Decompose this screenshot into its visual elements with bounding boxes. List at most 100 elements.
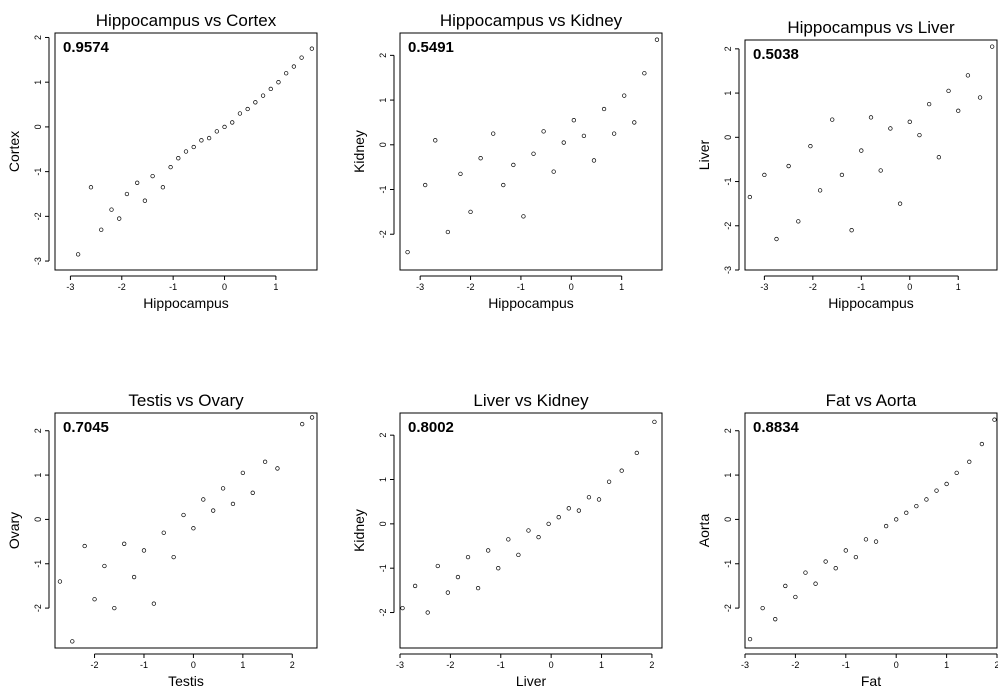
data-point (601, 106, 607, 112)
data-point (245, 106, 250, 112)
y-tick-label: 0 (378, 521, 388, 526)
data-point (786, 163, 791, 169)
data-point (521, 214, 526, 219)
correlation-label: 0.8002 (408, 419, 454, 436)
data-point (654, 37, 660, 42)
data-point (839, 172, 845, 178)
x-tick-label: -3 (416, 282, 424, 292)
data-point (284, 71, 289, 76)
scatter-panel: Hippocampus vs Cortex 0.9574 -3 -2 -1 0 1 -3 -2 -… (6, 11, 318, 311)
data-point (868, 115, 874, 120)
data-point (747, 636, 753, 642)
y-tick-label: 0 (723, 135, 733, 140)
x-axis-title: Hippocampus (488, 295, 574, 311)
data-point (299, 55, 304, 60)
data-point (445, 590, 451, 595)
y-tick-label: 2 (33, 35, 43, 40)
data-point (478, 156, 483, 161)
data-point (425, 610, 430, 615)
data-point (793, 594, 798, 600)
data-point (907, 119, 912, 124)
x-tick-label: 1 (944, 660, 949, 670)
x-tick-label: -1 (169, 282, 177, 292)
y-tick-label: 2 (378, 53, 388, 58)
x-tick-label: 0 (569, 282, 574, 292)
x-tick-label: -3 (760, 282, 768, 292)
data-point (924, 497, 929, 502)
x-tick-label: 0 (549, 660, 554, 670)
data-point (268, 86, 273, 92)
data-point (276, 80, 281, 85)
data-point (191, 144, 196, 150)
data-point (199, 138, 204, 143)
x-tick-label: -2 (91, 660, 99, 670)
y-tick-label: -1 (378, 564, 388, 572)
panel-title: Liver vs Kidney (473, 391, 589, 410)
data-point (511, 162, 516, 168)
data-point (873, 539, 879, 544)
x-axis-title: Hippocampus (143, 295, 229, 311)
data-point (506, 537, 511, 542)
plot-frame (399, 32, 663, 271)
x-axis-title: Hippocampus (828, 295, 914, 311)
data-point (936, 155, 941, 160)
y-axis-title: Kidney (351, 509, 367, 552)
data-point (546, 521, 551, 526)
y-tick-label: 0 (33, 517, 43, 522)
x-tick-label: -2 (118, 282, 126, 292)
data-point (611, 131, 617, 136)
x-tick-label: 1 (956, 282, 961, 292)
x-tick-label: -1 (497, 660, 505, 670)
data-point (300, 421, 305, 427)
panel-title: Hippocampus vs Liver (787, 18, 955, 37)
data-point (151, 601, 157, 606)
data-point (817, 188, 823, 193)
x-tick-label: -1 (517, 282, 525, 292)
panel-title: Testis vs Ovary (128, 391, 244, 410)
data-point (979, 441, 985, 447)
x-tick-label: 1 (619, 282, 624, 292)
x-tick-label: 0 (191, 660, 196, 670)
plot-frame (54, 412, 318, 649)
x-tick-label: 1 (599, 660, 604, 670)
x-tick-label: 0 (907, 282, 912, 292)
data-point (141, 548, 147, 553)
data-point (762, 172, 767, 178)
data-point (888, 126, 893, 131)
data-point (774, 236, 779, 242)
y-tick-label: 1 (723, 91, 733, 96)
data-point (813, 581, 818, 586)
data-point (783, 583, 788, 589)
y-tick-label: 2 (33, 428, 43, 433)
y-tick-label: -2 (378, 230, 388, 238)
data-point (176, 156, 181, 161)
y-tick-label: -2 (723, 604, 733, 612)
correlation-label: 0.5038 (753, 46, 799, 63)
y-tick-label: 0 (378, 142, 388, 147)
y-tick-label: 2 (723, 428, 733, 433)
x-tick-label: 0 (894, 660, 899, 670)
y-axis-title: Liver (696, 139, 712, 170)
data-point (773, 617, 778, 622)
x-tick-label: -2 (809, 282, 817, 292)
x-tick-label: -1 (842, 660, 850, 670)
data-point (92, 597, 97, 602)
data-point (556, 515, 561, 520)
correlation-label: 0.8834 (753, 419, 800, 436)
panel-title: Hippocampus vs Cortex (96, 11, 277, 30)
data-point (99, 227, 104, 232)
data-point (475, 585, 481, 591)
data-point (561, 140, 566, 145)
y-tick-label: 1 (378, 98, 388, 103)
data-point (967, 459, 972, 464)
y-tick-label: 0 (33, 124, 43, 129)
y-tick-label: -1 (723, 178, 733, 186)
data-point (606, 479, 612, 484)
data-point (230, 501, 236, 507)
x-tick-label: 1 (273, 282, 278, 292)
data-point (863, 537, 869, 542)
data-point (433, 138, 438, 143)
data-point (458, 171, 463, 177)
data-point (992, 417, 997, 422)
